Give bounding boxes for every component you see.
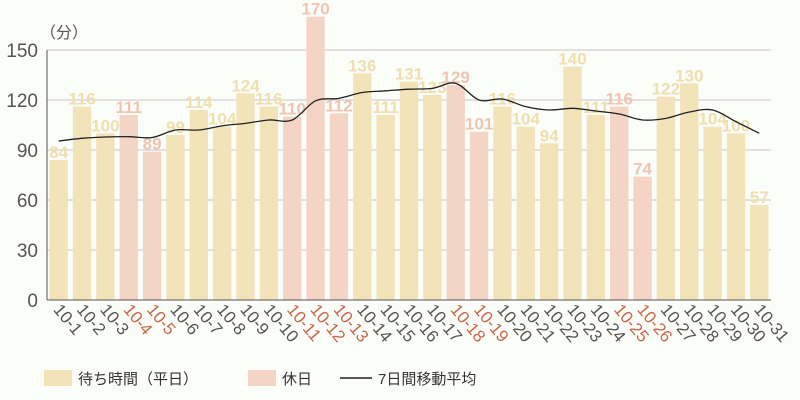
data-label: 130	[675, 66, 703, 85]
data-label: 57	[750, 188, 769, 207]
bar	[189, 110, 208, 300]
bar	[329, 113, 349, 300]
y-tick-label: 60	[17, 191, 38, 212]
bar	[610, 106, 629, 301]
bar	[399, 81, 419, 301]
data-label: 116	[605, 90, 632, 109]
bar	[726, 133, 746, 300]
legend: 待ち時間（平日） 休日 7日間移動平均	[44, 370, 476, 388]
y-tick-label: 150	[6, 41, 38, 62]
bar	[703, 126, 722, 301]
bar	[493, 106, 512, 301]
bar	[446, 85, 465, 300]
data-label: 112	[325, 96, 352, 115]
data-label: 116	[68, 90, 95, 109]
data-label: 94	[540, 126, 559, 145]
data-label: 129	[442, 68, 470, 87]
data-label: 111	[372, 98, 399, 117]
bar	[96, 133, 115, 300]
bar	[236, 93, 255, 300]
data-label: 131	[395, 65, 423, 84]
bar	[423, 95, 442, 300]
data-label: 74	[633, 160, 652, 179]
legend-label-holiday: 休日	[282, 371, 312, 388]
bar	[306, 16, 325, 301]
data-label: 100	[722, 116, 750, 135]
data-label: 84	[49, 143, 68, 162]
data-label: 99	[166, 118, 185, 137]
bar	[376, 115, 395, 300]
data-label: 89	[143, 135, 162, 154]
bar	[212, 126, 232, 301]
y-tick-label: 120	[6, 91, 38, 112]
data-label: 110	[279, 100, 306, 119]
data-label: 100	[91, 116, 119, 135]
bar	[259, 106, 279, 301]
bar	[353, 73, 372, 300]
data-label: 114	[185, 93, 213, 112]
moving-average-line	[58, 82, 760, 142]
bar	[586, 115, 606, 300]
bar	[49, 160, 68, 300]
legend-swatch-holiday	[248, 370, 276, 386]
data-label: 104	[698, 110, 727, 129]
data-label: 116	[255, 90, 282, 109]
y-tick-label: 90	[17, 141, 38, 162]
bar	[539, 143, 559, 300]
bar	[680, 83, 699, 300]
legend-label-moving-average: 7日間移動平均	[378, 371, 476, 388]
legend-swatch-weekday	[44, 370, 72, 386]
bar	[656, 96, 676, 301]
data-label: 104	[208, 110, 237, 129]
y-tick-label: 30	[17, 241, 38, 262]
data-label: 140	[558, 50, 586, 69]
data-label: 170	[301, 0, 329, 19]
bar	[633, 176, 652, 300]
bar	[283, 116, 302, 301]
data-label: 104	[512, 110, 541, 129]
data-label: 122	[652, 80, 680, 99]
y-unit-label: （分）	[40, 24, 88, 42]
bar	[750, 205, 769, 300]
bar	[72, 106, 92, 301]
bar	[166, 135, 185, 300]
data-label: 111	[115, 98, 142, 117]
data-label: 136	[348, 56, 376, 75]
bar	[563, 66, 582, 301]
y-tick-label: 0	[27, 291, 38, 312]
bar	[469, 131, 489, 300]
bar	[142, 151, 162, 300]
bar	[516, 126, 535, 301]
data-label: 124	[231, 76, 260, 95]
data-label: 101	[465, 115, 493, 134]
data-label: 123	[418, 78, 446, 97]
legend-label-weekday: 待ち時間（平日）	[78, 371, 198, 388]
bar	[119, 115, 138, 300]
